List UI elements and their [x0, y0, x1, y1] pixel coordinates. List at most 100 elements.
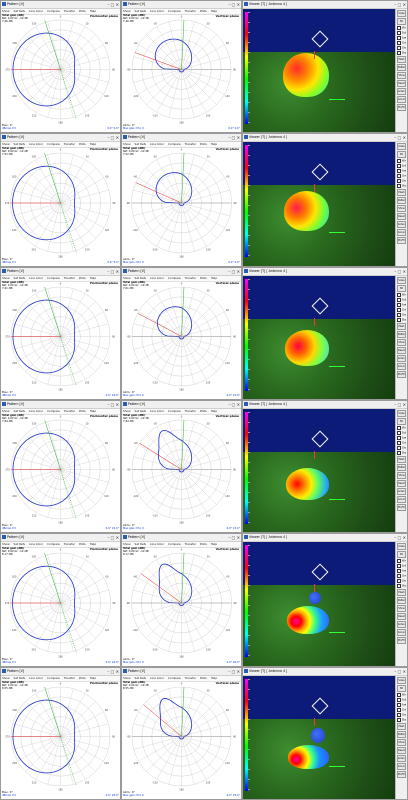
- menu-item-compare[interactable]: Compare: [47, 542, 60, 546]
- menu-item-set-refs[interactable]: Set Refs: [134, 542, 147, 546]
- menu-item-help[interactable]: Help: [89, 542, 97, 546]
- viewer-button-show[interactable]: Show: [397, 205, 406, 212]
- menu-item-compare[interactable]: Compare: [47, 9, 60, 13]
- menu-item-set-refs[interactable]: Set Refs: [13, 9, 26, 13]
- viewer-button-ground[interactable]: Ground: [397, 496, 406, 503]
- menu-item-set-refs[interactable]: Set Refs: [13, 542, 26, 546]
- viewer-button-antenna[interactable]: Antenna: [397, 88, 406, 95]
- menu-item-plots[interactable]: Plots: [199, 409, 207, 413]
- menu-item-plots[interactable]: Plots: [199, 542, 207, 546]
- viewer-check-ground[interactable]: Ground: [397, 46, 406, 50]
- viewer-check-axes[interactable]: Axes: [397, 303, 406, 307]
- menu-item-help[interactable]: Help: [210, 9, 218, 13]
- viewer-button-mesh[interactable]: Mesh: [397, 589, 406, 596]
- menu-item-plots[interactable]: Plots: [78, 9, 86, 13]
- viewer-button-scale[interactable]: Scale: [397, 543, 406, 550]
- viewer-check-wire[interactable]: Wire: [397, 159, 406, 163]
- viewer-button-show[interactable]: Show: [397, 739, 406, 746]
- menu-item-show[interactable]: Show: [2, 676, 10, 680]
- window-titlebar[interactable]: Pattern [V] – □ ✕: [122, 668, 241, 676]
- viewer-titlebar[interactable]: Viewer [T] [ Antenna 4 ] – □ ✕: [243, 668, 407, 676]
- viewer-check-ground[interactable]: Ground: [397, 446, 406, 450]
- window-controls[interactable]: – □ ✕: [107, 669, 119, 674]
- window-controls[interactable]: – □ ✕: [107, 2, 119, 7]
- 3d-viewer-window[interactable]: Viewer [T] [ Antenna 4 ] – □ ✕ Scale3DWire…: [242, 533, 408, 667]
- menu-item-help[interactable]: Help: [210, 276, 218, 280]
- viewer-check-wire[interactable]: Wire: [397, 426, 406, 430]
- viewer-button-ground[interactable]: Ground: [397, 763, 406, 770]
- menu-item-help[interactable]: Help: [89, 276, 97, 280]
- viewer-button-ground[interactable]: Ground: [397, 96, 406, 103]
- window-controls[interactable]: – □ ✕: [228, 402, 240, 407]
- window-titlebar[interactable]: Pattern [V] – □ ✕: [1, 668, 120, 676]
- window-controls[interactable]: – □ ✕: [228, 135, 240, 140]
- window-controls[interactable]: – □ ✕: [107, 402, 119, 407]
- viewer-button-mesh[interactable]: Mesh: [397, 723, 406, 730]
- viewer-button-mesh[interactable]: Mesh: [397, 189, 406, 196]
- vertical-pattern-window[interactable]: Pattern [V] – □ ✕ Show Set Refs Line Color Co…: [121, 0, 242, 133]
- window-controls[interactable]: – □ ✕: [228, 269, 240, 274]
- vertical-pattern-window[interactable]: Pattern [V] – □ ✕ Show Set Refs Line Color Co…: [121, 133, 242, 267]
- viewer-check-ground[interactable]: Ground: [397, 313, 406, 317]
- menu-item-set-refs[interactable]: Set Refs: [134, 9, 147, 13]
- viewer-check-axes[interactable]: Axes: [397, 36, 406, 40]
- viewer-button-antenna[interactable]: Antenna: [397, 488, 406, 495]
- menu-item-line-color[interactable]: Line Color: [29, 542, 44, 546]
- viewer-button-antenna[interactable]: Antenna: [397, 355, 406, 362]
- menu-item-plots[interactable]: Plots: [199, 676, 207, 680]
- viewer-check-sky[interactable]: Sky: [397, 584, 406, 588]
- viewer-button-ground[interactable]: Ground: [397, 363, 406, 370]
- menu-item-line-color[interactable]: Line Color: [29, 142, 44, 146]
- menu-item-line-color[interactable]: Line Color: [150, 542, 165, 546]
- viewer-titlebar[interactable]: Viewer [T] [ Antenna 4 ] – □ ✕: [243, 401, 407, 409]
- menu-item-line-color[interactable]: Line Color: [150, 276, 165, 280]
- viewer-button-reset[interactable]: Reset: [397, 80, 406, 87]
- vertical-pattern-window[interactable]: Pattern [V] – □ ✕ Show Set Refs Line Color Co…: [121, 400, 242, 533]
- menu-item-set-refs[interactable]: Set Refs: [134, 276, 147, 280]
- viewer-button-scale[interactable]: Scale: [397, 10, 406, 17]
- viewer-check-solid[interactable]: Solid: [397, 431, 406, 435]
- menu-item-help[interactable]: Help: [89, 142, 97, 146]
- viewer-check-sky[interactable]: Sky: [397, 51, 406, 55]
- viewer-check-grid[interactable]: Grid: [397, 574, 406, 578]
- window-controls[interactable]: – □ ✕: [228, 2, 240, 7]
- viewer-check-axes[interactable]: Axes: [397, 169, 406, 173]
- viewer-check-wire[interactable]: Wire: [397, 293, 406, 297]
- menu-item-compare[interactable]: Compare: [168, 142, 181, 146]
- menu-item-help[interactable]: Help: [89, 409, 97, 413]
- menu-item-transfer[interactable]: Transfer: [63, 9, 75, 13]
- window-controls[interactable]: – □ ✕: [394, 269, 406, 274]
- menu-item-show[interactable]: Show: [123, 542, 131, 546]
- menu-item-show[interactable]: Show: [2, 409, 10, 413]
- window-controls[interactable]: – □ ✕: [107, 269, 119, 274]
- menu-item-help[interactable]: Help: [210, 542, 218, 546]
- viewer-check-grid[interactable]: Grid: [397, 174, 406, 178]
- window-titlebar[interactable]: Pattern [V] – □ ✕: [122, 534, 241, 542]
- menu-item-line-color[interactable]: Line Color: [29, 676, 44, 680]
- menu-item-plots[interactable]: Plots: [78, 409, 86, 413]
- viewer-check-solid[interactable]: Solid: [397, 31, 406, 35]
- viewer-button-phi-th[interactable]: Phi/Th: [397, 104, 406, 111]
- viewer-check-grid[interactable]: Grid: [397, 308, 406, 312]
- menu-item-set-refs[interactable]: Set Refs: [134, 676, 147, 680]
- viewer-check-axes[interactable]: Axes: [397, 569, 406, 573]
- window-controls[interactable]: – □ ✕: [107, 535, 119, 540]
- viewer-button-3d[interactable]: 3D: [397, 418, 406, 425]
- menu-item-transfer[interactable]: Transfer: [184, 542, 196, 546]
- viewer-check-grid[interactable]: Grid: [397, 708, 406, 712]
- menu-item-line-color[interactable]: Line Color: [150, 142, 165, 146]
- horizontal-pattern-window[interactable]: Pattern [V] – □ ✕ Show Set Refs Line Color Co…: [0, 533, 121, 667]
- menu-item-show[interactable]: Show: [123, 676, 131, 680]
- menu-item-show[interactable]: Show: [2, 276, 10, 280]
- menu-item-plots[interactable]: Plots: [78, 542, 86, 546]
- horizontal-pattern-window[interactable]: Pattern [V] – □ ✕ Show Set Refs Line Color Co…: [0, 267, 121, 400]
- viewer-button-reset[interactable]: Reset: [397, 613, 406, 620]
- window-controls[interactable]: – □ ✕: [394, 402, 406, 407]
- menu-item-set-refs[interactable]: Set Refs: [13, 142, 26, 146]
- viewer-button-mesh[interactable]: Mesh: [397, 456, 406, 463]
- viewer-button-show[interactable]: Show: [397, 339, 406, 346]
- viewer-check-grid[interactable]: Grid: [397, 41, 406, 45]
- viewer-check-grid[interactable]: Grid: [397, 441, 406, 445]
- menu-item-set-refs[interactable]: Set Refs: [134, 409, 147, 413]
- viewer-check-ground[interactable]: Ground: [397, 579, 406, 583]
